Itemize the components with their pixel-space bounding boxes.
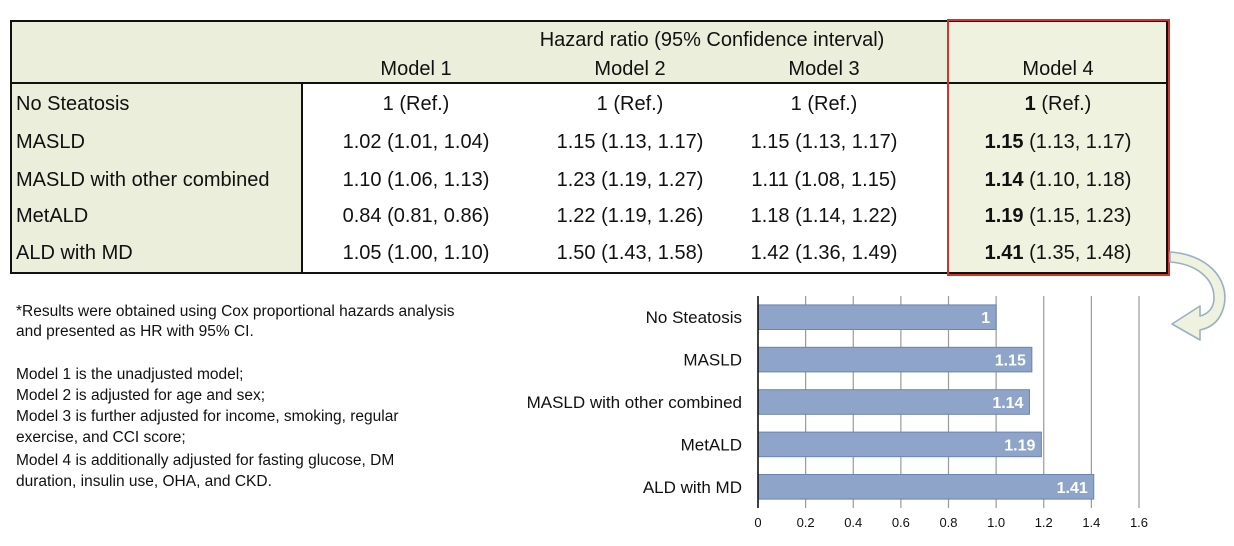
bar	[757, 346, 1033, 373]
model4-ci: (1.15, 1.23)	[1023, 205, 1132, 227]
model4-column-background	[948, 20, 1168, 274]
category-label: MASLD with other combined	[527, 393, 742, 412]
column-header-model4: Model 4	[1022, 58, 1094, 80]
category-label: No Steatosis	[646, 308, 742, 327]
bar-value-label: 1.15	[995, 353, 1026, 370]
table-cell-model4: 1.41 (1.35, 1.48)	[958, 242, 1158, 265]
table-border	[10, 20, 1168, 274]
column-header-model2: Model 2	[594, 58, 666, 80]
bar	[757, 389, 1030, 415]
table-cell-model4: 1 (Ref.)	[958, 93, 1158, 116]
category-label: MASLD	[683, 351, 742, 370]
table-cell-model1: 1 (Ref.)	[382, 93, 450, 115]
x-tick-label: 1.2	[1035, 515, 1053, 530]
x-tick-label: 0.6	[892, 515, 910, 530]
model4-hr: 1	[1024, 93, 1036, 115]
row-label: MASLD with other combined	[16, 169, 270, 191]
x-tick-label: 1.6	[1130, 515, 1148, 530]
model4-hr: 1.41	[984, 242, 1024, 264]
table-cell-model3: 1.42 (1.36, 1.49)	[750, 242, 898, 264]
bar	[757, 431, 1042, 458]
model4-ci: (1.13, 1.17)	[1023, 131, 1132, 153]
table-cell-model3: 1.15 (1.13, 1.17)	[750, 131, 898, 153]
row-label: No Steatosis	[16, 93, 130, 115]
x-tick-label: 1.4	[1082, 515, 1100, 530]
table-cell-model2: 1 (Ref.)	[596, 93, 664, 115]
x-tick-label: 0.8	[939, 515, 957, 530]
bar-value-label: 1.14	[992, 395, 1023, 412]
model4-highlight-frame	[947, 19, 1170, 276]
model4-ci: (1.10, 1.18)	[1023, 169, 1132, 191]
model4-hr: 1.14	[984, 169, 1024, 191]
row-label: MetALD	[16, 205, 89, 227]
header-divider	[10, 82, 1168, 84]
table-cell-model1: 1.10 (1.06, 1.13)	[342, 169, 490, 191]
bar-value-label: 1	[981, 310, 990, 327]
bar	[757, 304, 997, 330]
row-label-divider	[301, 82, 303, 274]
note-model1: Model 1 is the unadjusted model;	[16, 366, 244, 383]
table-cell-model2: 1.50 (1.43, 1.58)	[556, 242, 704, 264]
category-label: ALD with MD	[643, 478, 742, 497]
model4-hr: 1.15	[984, 131, 1024, 153]
hazard-ratio-table: Hazard ratio (95% Confidence interval) M…	[10, 19, 1170, 276]
curved-arrow-icon	[1169, 251, 1226, 341]
table-cell-model2: 1.23 (1.19, 1.27)	[556, 169, 704, 191]
model4-ci: (1.35, 1.48)	[1023, 242, 1132, 264]
x-tick-label: 0.2	[797, 515, 815, 530]
table-cell-model4: 1.14 (1.10, 1.18)	[958, 169, 1158, 192]
row-label: ALD with MD	[16, 242, 133, 264]
bar	[757, 474, 1095, 500]
x-tick-label: 0.4	[844, 515, 862, 530]
model4-hr: 1.19	[984, 205, 1024, 227]
note-line: and presented as HR with 95% CI.	[16, 323, 254, 340]
category-label: MetALD	[681, 435, 742, 454]
table-cell-model3: 1.11 (1.08, 1.15)	[751, 169, 897, 191]
note-model4: Model 4 is additionally adjusted for fas…	[16, 452, 395, 469]
x-tick-label: 0	[754, 515, 761, 530]
table-cell-model1: 0.84 (0.81, 0.86)	[342, 205, 490, 227]
note-model3: Model 3 is further adjusted for income, …	[16, 408, 399, 425]
row-label: MASLD	[16, 131, 85, 153]
note-model2: Model 2 is adjusted for age and sex;	[16, 387, 266, 404]
column-header-model3: Model 3	[788, 58, 860, 80]
table-header-title: Hazard ratio (95% Confidence interval)	[539, 29, 885, 51]
note-line: *Results were obtained using Cox proport…	[16, 303, 455, 320]
column-header-model1: Model 1	[380, 58, 452, 80]
note-model3-cont: exercise, and CCI score;	[16, 429, 186, 446]
table-cell-model1: 1.05 (1.00, 1.10)	[342, 242, 490, 264]
bar-value-label: 1.19	[1004, 437, 1035, 454]
x-tick-label: 1.0	[987, 515, 1005, 530]
note-model4-cont: duration, insulin use, OHA, and CKD.	[16, 473, 272, 490]
model4-ci: (Ref.)	[1035, 93, 1092, 115]
row-label-background	[10, 82, 302, 274]
table-cell-model3: 1.18 (1.14, 1.22)	[750, 205, 898, 227]
table-cell-model3: 1 (Ref.)	[790, 93, 858, 115]
table-cell-model4: 1.15 (1.13, 1.17)	[958, 131, 1158, 154]
bar-value-label: 1.41	[1057, 480, 1088, 497]
table-cell-model1: 1.02 (1.01, 1.04)	[342, 131, 490, 153]
table-cell-model2: 1.22 (1.19, 1.26)	[556, 205, 704, 227]
table-cell-model2: 1.15 (1.13, 1.17)	[556, 131, 704, 153]
table-cell-model4: 1.19 (1.15, 1.23)	[958, 205, 1158, 228]
